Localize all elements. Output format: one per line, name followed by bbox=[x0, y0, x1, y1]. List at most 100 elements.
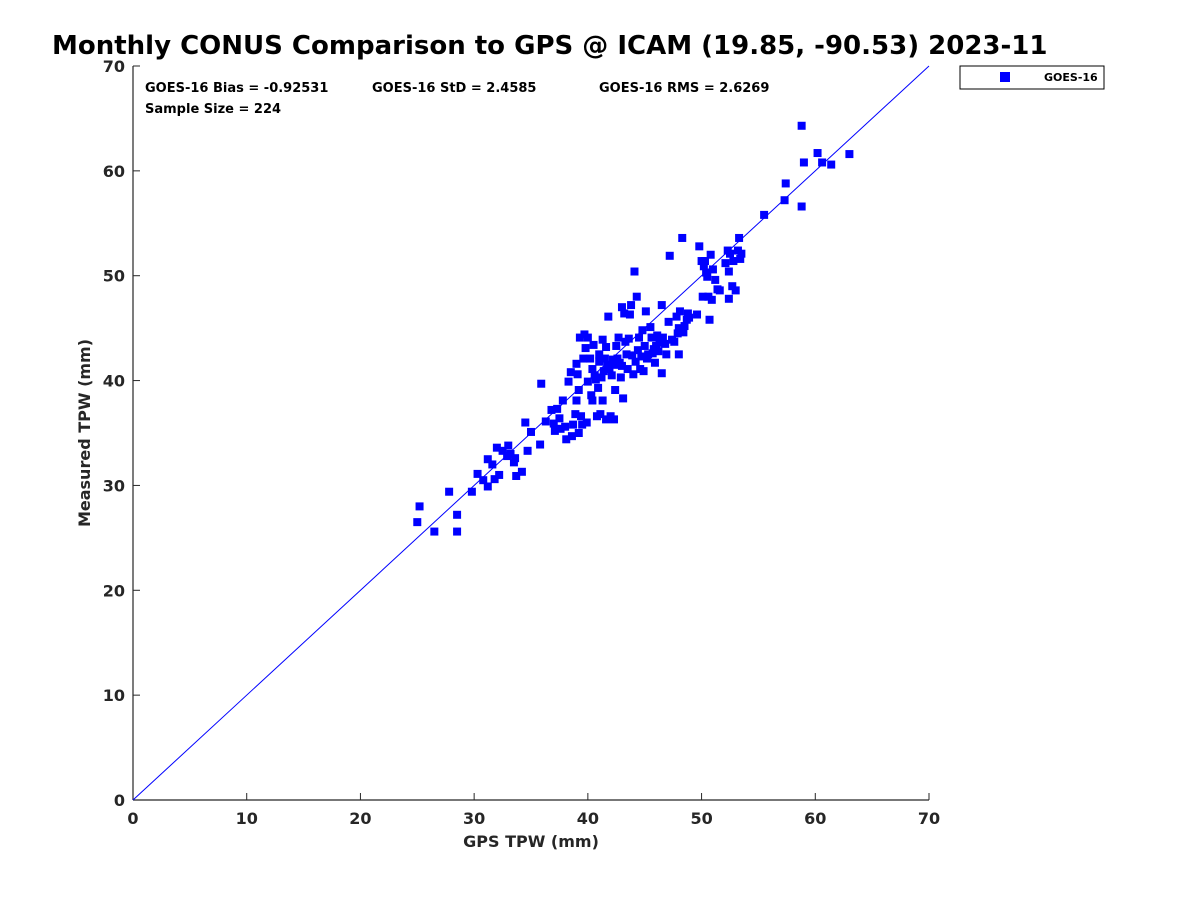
data-point bbox=[708, 265, 717, 274]
data-point bbox=[726, 249, 734, 258]
data-point bbox=[633, 346, 642, 355]
data-point bbox=[578, 420, 587, 429]
data-point bbox=[698, 292, 707, 301]
data-point bbox=[683, 309, 692, 318]
data-point bbox=[541, 417, 550, 426]
data-point bbox=[673, 329, 682, 338]
data-point bbox=[627, 301, 636, 310]
data-point bbox=[611, 386, 620, 395]
data-point bbox=[586, 354, 595, 363]
data-point bbox=[614, 333, 623, 342]
data-point bbox=[799, 158, 808, 167]
data-point bbox=[589, 340, 598, 349]
data-point bbox=[562, 435, 571, 444]
data-point bbox=[574, 429, 583, 437]
data-point bbox=[699, 262, 708, 271]
data-point bbox=[658, 333, 667, 342]
data-point bbox=[597, 373, 606, 382]
data-point bbox=[724, 267, 733, 276]
data-point bbox=[566, 368, 575, 377]
data-point bbox=[665, 251, 674, 260]
axes: 0 10 20 30 40 50 60 70 0 10 20 30 40 50 60 70 bbox=[103, 57, 940, 828]
data-point bbox=[595, 350, 604, 359]
data-point bbox=[661, 339, 670, 348]
data-point bbox=[780, 196, 789, 205]
data-point bbox=[587, 391, 596, 400]
data-point bbox=[607, 371, 616, 380]
x-axis-label: GPS TPW (mm) bbox=[463, 832, 599, 851]
data-points bbox=[413, 121, 854, 536]
x-tick-label: 40 bbox=[577, 809, 599, 828]
data-point bbox=[640, 341, 649, 350]
x-tick-label: 30 bbox=[463, 809, 485, 828]
data-point bbox=[590, 371, 599, 380]
data-point bbox=[509, 458, 518, 467]
data-point bbox=[549, 419, 558, 428]
data-point bbox=[650, 358, 659, 367]
data-point bbox=[581, 344, 590, 353]
data-point bbox=[588, 365, 597, 374]
x-tick-label: 70 bbox=[918, 809, 940, 828]
data-point bbox=[624, 334, 633, 343]
data-point bbox=[556, 424, 565, 433]
data-point bbox=[598, 335, 607, 344]
data-point bbox=[504, 441, 513, 450]
data-point bbox=[547, 405, 556, 414]
data-point bbox=[638, 326, 647, 335]
x-tick-label: 10 bbox=[236, 809, 258, 828]
data-point bbox=[594, 383, 603, 392]
data-point bbox=[619, 394, 628, 403]
legend: GOES-16 bbox=[959, 65, 1105, 90]
data-point bbox=[575, 333, 584, 342]
data-point bbox=[453, 510, 462, 519]
data-point bbox=[600, 354, 609, 363]
data-point bbox=[674, 350, 683, 359]
data-point bbox=[707, 295, 716, 304]
data-point bbox=[631, 357, 640, 366]
data-point bbox=[674, 324, 683, 333]
legend-box bbox=[959, 65, 1105, 90]
data-point bbox=[657, 301, 666, 310]
data-point bbox=[512, 471, 521, 480]
data-point bbox=[781, 179, 790, 188]
data-point bbox=[467, 487, 476, 496]
y-tick-label: 40 bbox=[103, 372, 125, 391]
data-point bbox=[537, 379, 546, 388]
data-point bbox=[728, 282, 737, 291]
data-point bbox=[521, 418, 530, 427]
stat-std: GOES-16 StD = 2.4585 bbox=[372, 81, 536, 96]
y-tick-label: 20 bbox=[103, 581, 125, 600]
data-point bbox=[479, 476, 488, 485]
data-point bbox=[605, 365, 614, 374]
data-point bbox=[672, 312, 681, 321]
data-point bbox=[680, 322, 689, 331]
data-point bbox=[610, 415, 619, 424]
data-point bbox=[700, 257, 709, 266]
data-point bbox=[604, 312, 613, 321]
data-point bbox=[550, 426, 559, 435]
data-point bbox=[555, 414, 564, 423]
data-point bbox=[644, 350, 653, 359]
data-point bbox=[591, 375, 600, 384]
data-point bbox=[662, 350, 671, 359]
data-point bbox=[845, 150, 854, 159]
data-point bbox=[595, 357, 604, 366]
data-point bbox=[598, 396, 607, 405]
data-point bbox=[635, 333, 644, 342]
data-point bbox=[623, 365, 632, 374]
data-point bbox=[630, 267, 639, 276]
data-point bbox=[612, 341, 621, 350]
data-point bbox=[488, 460, 497, 469]
data-point bbox=[639, 367, 648, 376]
data-point bbox=[706, 250, 715, 259]
data-point bbox=[760, 210, 769, 219]
stat-sample-size: Sample Size = 224 bbox=[145, 102, 281, 117]
data-point bbox=[617, 303, 626, 312]
data-point bbox=[646, 323, 655, 332]
data-point bbox=[599, 367, 608, 376]
data-point bbox=[678, 233, 687, 242]
legend-marker bbox=[1000, 72, 1010, 82]
data-point bbox=[572, 396, 581, 405]
data-point bbox=[558, 396, 567, 405]
data-point bbox=[731, 286, 740, 295]
